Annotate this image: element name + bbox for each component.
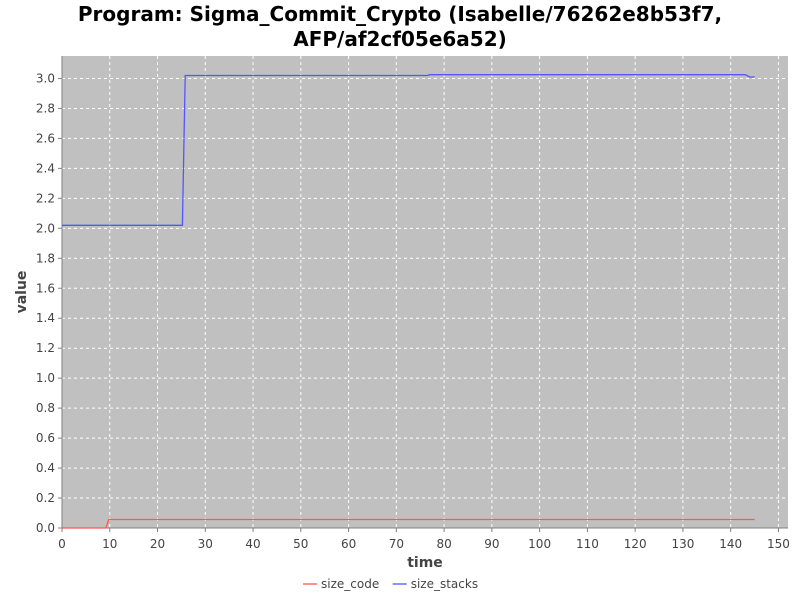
- x-tick-label: 40: [245, 537, 260, 551]
- y-tick-label: 2.4: [36, 161, 55, 175]
- x-tick-label: 30: [198, 537, 213, 551]
- x-tick-label: 20: [150, 537, 165, 551]
- x-tick-label: 100: [528, 537, 551, 551]
- y-tick-label: 1.4: [36, 311, 55, 325]
- y-tick-label: 2.2: [36, 191, 55, 205]
- y-tick-label: 0.2: [36, 491, 55, 505]
- y-tick-label: 1.6: [36, 281, 55, 295]
- y-tick-label: 1.0: [36, 371, 55, 385]
- x-tick-label: 70: [389, 537, 404, 551]
- x-tick-label: 10: [102, 537, 117, 551]
- y-tick-label: 0.6: [36, 431, 55, 445]
- legend-label-size-code: size_code: [321, 577, 379, 591]
- y-tick-label: 0.0: [36, 521, 55, 535]
- y-tick-label: 3.0: [36, 71, 55, 85]
- y-axis-label: value: [14, 271, 30, 314]
- x-tick-label: 50: [293, 537, 308, 551]
- x-tick-label: 110: [576, 537, 599, 551]
- x-tick-label: 120: [624, 537, 647, 551]
- chart-title-line-2: AFP/af2cf05e6a52): [293, 27, 507, 51]
- plot-area: [62, 56, 788, 528]
- x-tick-label: 130: [671, 537, 694, 551]
- legend-label-size-stacks: size_stacks: [411, 577, 478, 591]
- chart-title: Program: Sigma_Commit_Crypto (Isabelle/7…: [0, 2, 800, 52]
- x-tick-label: 140: [719, 537, 742, 551]
- chart-title-line-1: Program: Sigma_Commit_Crypto (Isabelle/7…: [77, 2, 723, 26]
- series-lines: [62, 74, 755, 529]
- x-tick-label: 90: [484, 537, 499, 551]
- y-tick-label: 0.4: [36, 461, 55, 475]
- x-tick-label: 60: [341, 537, 356, 551]
- y-tick-label: 2.0: [36, 221, 55, 235]
- grid-lines: [61, 56, 788, 529]
- y-tick-label: 1.8: [36, 251, 55, 265]
- y-tick-label: 2.6: [36, 131, 55, 145]
- x-axis-label: time: [407, 555, 443, 571]
- y-tick-label: 1.2: [36, 341, 55, 355]
- x-tick-label: 150: [767, 537, 790, 551]
- y-tick-label: 2.8: [36, 101, 55, 115]
- series-line-size-code: [62, 518, 755, 529]
- x-tick-label: 80: [436, 537, 451, 551]
- axes: 0 10 20 30 40 50 60 70 80 90 100 110 120 130 140 150 0.0…: [36, 56, 790, 551]
- legend: size_code size_stacks: [303, 577, 478, 591]
- x-tick-label: 0: [58, 537, 66, 551]
- y-tick-label: 0.8: [36, 401, 55, 415]
- series-line-size-stacks: [62, 74, 755, 226]
